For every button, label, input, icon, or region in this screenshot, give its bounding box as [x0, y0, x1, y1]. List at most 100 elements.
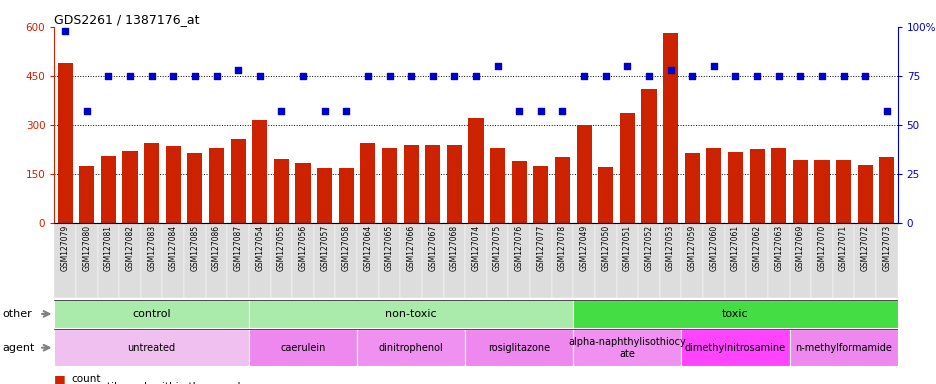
Bar [249, 329, 357, 366]
Bar [875, 223, 897, 298]
Bar [789, 223, 811, 298]
Bar [80, 166, 95, 223]
Text: GSM127083: GSM127083 [147, 225, 156, 271]
Bar [230, 139, 245, 223]
Text: GSM127084: GSM127084 [168, 225, 178, 271]
Bar [684, 152, 699, 223]
Bar [187, 152, 202, 223]
Bar [166, 146, 181, 223]
Bar [813, 160, 828, 223]
Bar [641, 89, 656, 223]
Point [620, 63, 635, 69]
Text: percentile rank within the sample: percentile rank within the sample [71, 382, 247, 384]
Text: GSM127068: GSM127068 [449, 225, 459, 271]
Bar [573, 329, 680, 366]
Text: GSM127079: GSM127079 [61, 225, 69, 271]
Bar [727, 152, 742, 223]
Bar [54, 329, 249, 366]
Text: GSM127076: GSM127076 [514, 225, 523, 271]
Bar [551, 223, 573, 298]
Point [490, 63, 505, 69]
Text: dinitrophenol: dinitrophenol [378, 343, 443, 353]
Text: GSM127087: GSM127087 [233, 225, 242, 271]
Text: GSM127069: GSM127069 [795, 225, 804, 271]
Text: GSM127072: GSM127072 [860, 225, 869, 271]
Text: GSM127085: GSM127085 [190, 225, 199, 271]
Text: GSM127071: GSM127071 [839, 225, 847, 271]
Bar [357, 329, 464, 366]
Text: ■: ■ [54, 381, 66, 384]
Point [360, 73, 375, 79]
Point [252, 73, 267, 79]
Point [878, 108, 893, 114]
Text: non-toxic: non-toxic [385, 309, 436, 319]
Bar [338, 168, 354, 223]
Bar [702, 223, 724, 298]
Bar [745, 223, 768, 298]
Bar [357, 223, 378, 298]
Point [706, 63, 721, 69]
Bar [659, 223, 680, 298]
Point [58, 28, 73, 34]
Bar [792, 160, 807, 223]
Bar [573, 223, 594, 298]
Bar [97, 223, 119, 298]
Point [425, 73, 440, 79]
Text: toxic: toxic [722, 309, 748, 319]
Bar [530, 223, 551, 298]
Point [770, 73, 785, 79]
Bar [271, 223, 292, 298]
Bar [832, 223, 854, 298]
Point [273, 108, 288, 114]
Point [856, 73, 871, 79]
Bar [249, 223, 271, 298]
Text: ■: ■ [54, 373, 66, 384]
Bar [619, 113, 635, 223]
Bar [400, 223, 421, 298]
Bar [57, 63, 73, 223]
Bar [54, 223, 76, 298]
Text: GSM127082: GSM127082 [125, 225, 135, 271]
Text: GSM127062: GSM127062 [752, 225, 761, 271]
Text: GSM127064: GSM127064 [363, 225, 372, 271]
Text: GSM127074: GSM127074 [471, 225, 480, 271]
Text: GSM127065: GSM127065 [385, 225, 393, 271]
Text: untreated: untreated [127, 343, 176, 353]
Bar [382, 148, 397, 223]
Bar [403, 145, 418, 223]
Point [835, 73, 850, 79]
Point [101, 73, 116, 79]
Point [511, 108, 526, 114]
Bar [706, 148, 721, 223]
Text: GSM127055: GSM127055 [277, 225, 285, 271]
Text: GSM127086: GSM127086 [212, 225, 221, 271]
Bar [464, 223, 487, 298]
Text: GDS2261 / 1387176_at: GDS2261 / 1387176_at [54, 13, 199, 26]
Text: alpha-naphthylisothiocy
ate: alpha-naphthylisothiocy ate [568, 337, 685, 359]
Text: rosiglitazone: rosiglitazone [488, 343, 549, 353]
Bar [425, 145, 440, 223]
Bar [446, 145, 461, 223]
Bar [770, 148, 785, 223]
Bar [140, 223, 162, 298]
Point [554, 108, 569, 114]
Bar [249, 300, 573, 328]
Bar [76, 223, 97, 298]
Text: caerulein: caerulein [280, 343, 326, 353]
Bar [360, 143, 375, 223]
Bar [768, 223, 789, 298]
Bar [789, 329, 897, 366]
Point [316, 108, 331, 114]
Point [166, 73, 181, 79]
Point [813, 73, 828, 79]
Bar [573, 300, 897, 328]
Point [80, 108, 95, 114]
Bar [54, 300, 249, 328]
Bar [295, 163, 310, 223]
Bar [209, 148, 224, 223]
Point [209, 73, 224, 79]
Bar [749, 149, 764, 223]
Point [187, 73, 202, 79]
Bar [597, 167, 613, 223]
Bar [856, 165, 871, 223]
